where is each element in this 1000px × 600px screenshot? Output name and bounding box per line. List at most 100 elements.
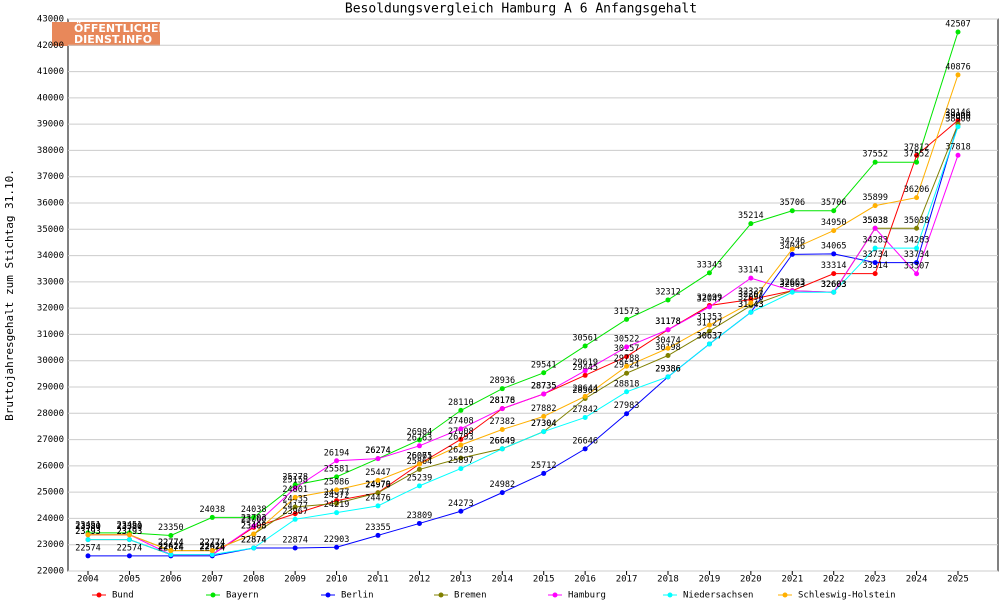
data-point [872,203,878,209]
data-point [458,442,464,448]
y-tick-label: 38000 [37,146,64,156]
data-label: 29386 [655,364,681,374]
data-point [624,354,630,360]
data-point [624,411,630,417]
y-tick-label: 41000 [37,67,64,77]
data-label: 34283 [904,236,930,246]
x-tick-label: 2013 [450,575,472,585]
data-point [665,345,671,351]
data-point [789,246,795,252]
data-label: 34065 [821,241,847,251]
data-label: 35899 [862,193,888,203]
legend-marker [667,592,673,598]
data-point [789,251,795,257]
data-label: 23380 [75,522,101,532]
data-point [582,372,588,378]
y-tick-label: 22000 [37,567,64,577]
data-point [251,531,257,537]
data-label: 28563 [572,386,598,396]
data-label: 24038 [241,505,267,515]
data-point [955,117,961,123]
y-tick-label: 25000 [37,488,64,498]
data-label: 27008 [448,427,474,437]
data-label: 22624 [199,542,225,552]
data-point [375,490,381,496]
data-point [914,195,920,201]
x-tick-label: 2009 [284,575,306,585]
data-label: 25278 [282,472,308,482]
data-label: 37552 [862,150,888,160]
data-point [375,532,381,538]
legend-label: Niedersachsen [683,591,753,600]
data-point [85,537,91,543]
data-point [665,353,671,359]
data-label: 24038 [199,505,225,515]
data-point [831,271,837,277]
y-tick-label: 33000 [37,277,64,287]
data-label: 27983 [614,401,640,411]
data-label: 23809 [407,511,433,521]
data-point [872,260,878,266]
data-point [748,275,754,281]
data-label: 28735 [531,381,557,391]
data-label: 28735 [531,381,557,391]
data-point [582,343,588,349]
data-point [499,427,505,433]
legend-label: Bremen [454,591,487,600]
data-point [209,514,215,520]
data-label: 27882 [531,404,557,414]
data-point [582,393,588,399]
data-label: 24273 [448,499,474,509]
data-label: 28936 [489,376,515,386]
data-point [541,470,547,476]
data-point [541,391,547,397]
data-label: 31178 [655,317,681,327]
logo [52,22,160,46]
data-label: 38900 [945,114,971,124]
legend-marker [210,592,216,598]
data-label: 25158 [282,475,308,485]
data-label: 22874 [241,536,267,546]
data-label: 31178 [655,317,681,327]
x-tick-label: 2014 [491,575,513,585]
data-label: 22574 [75,543,101,553]
y-tick-label: 23000 [37,540,64,550]
data-point [706,322,712,328]
x-tick-label: 2005 [119,575,141,585]
data-label: 30637 [697,331,723,341]
data-label: 29541 [531,360,557,370]
y-tick-label: 42000 [37,41,64,51]
x-tick-label: 2012 [409,575,431,585]
data-label: 23380 [75,522,101,532]
data-label: 35214 [738,211,764,221]
data-point [831,208,837,214]
data-label: 32603 [821,280,847,290]
legend-label: Bund [112,591,134,600]
data-point [541,370,547,376]
data-label: 30561 [572,333,598,343]
data-label: 33307 [904,261,930,271]
data-point [416,520,422,526]
series-line [88,123,959,557]
data-label: 26194 [324,448,350,458]
data-label: 22624 [158,542,184,552]
data-label: 26274 [365,446,391,456]
legend-label: Berlin [341,591,374,600]
data-point [126,537,132,543]
data-label: 28818 [614,379,640,389]
data-label: 25581 [324,464,350,474]
data-label: 26274 [365,446,391,456]
data-point [706,304,712,310]
data-label: 26984 [407,427,433,437]
data-label: 33314 [862,261,888,271]
data-point [955,124,961,130]
data-label: 37818 [945,143,971,153]
data-label: 23193 [75,527,101,537]
data-label: 22624 [199,542,225,552]
data-label: 33141 [738,266,764,276]
data-label: 22874 [241,536,267,546]
x-tick-label: 2025 [947,575,969,585]
y-tick-label: 31000 [37,330,64,340]
data-label: 23451 [117,520,143,530]
